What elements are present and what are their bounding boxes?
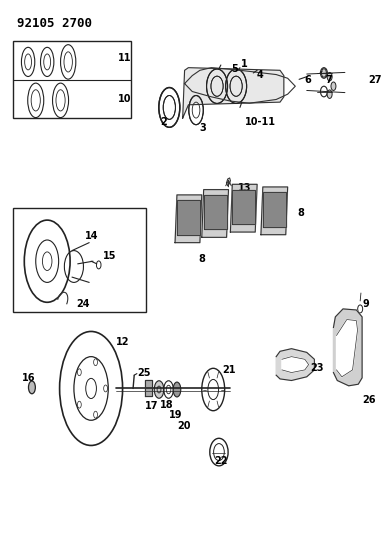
Text: 14: 14 bbox=[85, 231, 99, 241]
Polygon shape bbox=[230, 184, 257, 232]
Polygon shape bbox=[261, 187, 288, 235]
Polygon shape bbox=[282, 357, 309, 373]
Ellipse shape bbox=[322, 69, 327, 77]
Text: 1: 1 bbox=[241, 59, 248, 69]
Polygon shape bbox=[276, 349, 314, 381]
Text: 9: 9 bbox=[362, 298, 369, 309]
Polygon shape bbox=[334, 309, 362, 386]
Text: 16: 16 bbox=[22, 373, 36, 383]
Bar bbox=[13, 208, 146, 312]
Text: 11: 11 bbox=[118, 53, 131, 63]
Ellipse shape bbox=[327, 72, 332, 81]
Polygon shape bbox=[337, 319, 357, 377]
Polygon shape bbox=[183, 68, 284, 118]
Text: 5: 5 bbox=[231, 64, 238, 74]
Text: 18: 18 bbox=[160, 400, 173, 410]
Ellipse shape bbox=[29, 381, 36, 394]
Polygon shape bbox=[263, 192, 286, 227]
Ellipse shape bbox=[327, 90, 332, 99]
Text: 26: 26 bbox=[362, 395, 376, 405]
Bar bbox=[13, 41, 131, 118]
Polygon shape bbox=[202, 190, 229, 237]
Text: 24: 24 bbox=[76, 298, 89, 309]
Text: 22: 22 bbox=[214, 456, 227, 466]
Text: 3: 3 bbox=[200, 123, 207, 133]
Text: 4: 4 bbox=[256, 70, 263, 79]
Text: 2: 2 bbox=[160, 117, 166, 127]
Polygon shape bbox=[175, 195, 202, 243]
Text: 17: 17 bbox=[144, 401, 158, 411]
Text: 13: 13 bbox=[238, 183, 252, 193]
Polygon shape bbox=[232, 190, 255, 224]
Ellipse shape bbox=[173, 382, 181, 397]
Text: 21: 21 bbox=[222, 365, 235, 375]
Text: 19: 19 bbox=[169, 410, 182, 420]
Text: 12: 12 bbox=[116, 337, 129, 347]
Text: 27: 27 bbox=[368, 75, 381, 85]
Text: 15: 15 bbox=[103, 251, 116, 261]
Text: 23: 23 bbox=[310, 364, 323, 373]
Text: 20: 20 bbox=[177, 421, 190, 431]
Text: 7: 7 bbox=[325, 75, 332, 85]
Text: 25: 25 bbox=[137, 368, 151, 377]
Polygon shape bbox=[177, 200, 200, 235]
Polygon shape bbox=[204, 195, 227, 229]
Ellipse shape bbox=[331, 82, 336, 91]
Text: 92105 2700: 92105 2700 bbox=[17, 17, 91, 30]
Text: 10: 10 bbox=[118, 94, 131, 104]
Polygon shape bbox=[144, 381, 152, 397]
Text: 10-11: 10-11 bbox=[244, 117, 276, 127]
Text: 8: 8 bbox=[198, 254, 205, 263]
Ellipse shape bbox=[154, 381, 164, 398]
Text: 8: 8 bbox=[297, 208, 304, 219]
Text: 6: 6 bbox=[305, 75, 312, 85]
